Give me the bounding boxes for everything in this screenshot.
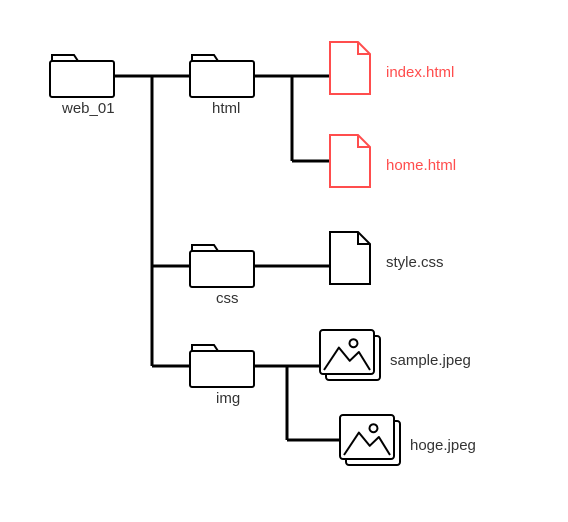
node-label: hoge.jpeg — [410, 437, 476, 454]
node-label: home.html — [386, 157, 456, 174]
node-label: style.css — [386, 254, 444, 271]
node-label: html — [212, 100, 240, 117]
file-icon — [330, 42, 370, 94]
folder-icon — [190, 345, 254, 387]
file-icon — [330, 135, 370, 187]
node-label: img — [216, 390, 240, 407]
directory-tree-diagram: web_01 html css img index.html home.html style… — [0, 0, 568, 522]
node-label: web_01 — [61, 100, 115, 117]
node-label: sample.jpeg — [390, 352, 471, 369]
node-label: index.html — [386, 64, 454, 81]
node-label: css — [216, 290, 239, 307]
file-icon — [330, 232, 370, 284]
image-icon — [340, 415, 400, 465]
image-icon — [320, 330, 380, 380]
folder-icon — [50, 55, 114, 97]
folder-icon — [190, 245, 254, 287]
folder-icon — [190, 55, 254, 97]
